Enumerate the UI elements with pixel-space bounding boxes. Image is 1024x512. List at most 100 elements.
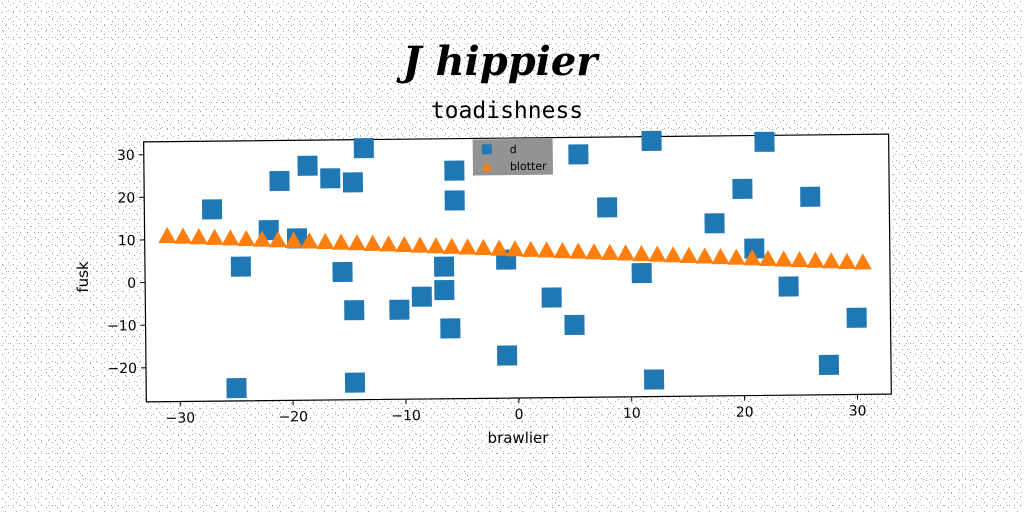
legend-label-d: d: [510, 143, 517, 156]
point-blotter: [664, 246, 683, 263]
point-d: [568, 144, 589, 165]
point-d: [353, 138, 374, 159]
point-d: [389, 299, 410, 320]
point-blotter: [411, 236, 430, 253]
point-blotter: [711, 247, 730, 265]
x-tick-label: −30: [166, 410, 196, 426]
point-d: [297, 155, 318, 176]
point-blotter: [853, 253, 872, 270]
point-blotter: [790, 250, 809, 268]
point-d: [344, 372, 366, 393]
point-blotter: [332, 233, 351, 250]
point-blotter: [237, 229, 256, 247]
point-d: [230, 256, 252, 277]
point-blotter: [774, 250, 793, 267]
chart-marks: [158, 130, 872, 399]
point-d: [434, 279, 455, 301]
x-tick-label: −10: [391, 408, 421, 424]
point-d: [704, 213, 725, 234]
point-d: [597, 197, 618, 218]
point-d: [846, 307, 867, 328]
chart-title: toadishness: [431, 98, 583, 124]
x-tick-label: −20: [278, 409, 308, 425]
point-d: [754, 131, 775, 152]
y-tick-label: 0: [127, 276, 136, 292]
point-d: [818, 354, 840, 376]
y-axis-label: fusk: [74, 261, 92, 293]
point-d: [778, 276, 799, 297]
point-blotter: [490, 239, 509, 256]
point-d: [201, 199, 223, 220]
point-d: [269, 170, 290, 192]
point-blotter: [600, 243, 619, 260]
point-d: [226, 378, 247, 399]
y-tick-label: −20: [107, 361, 137, 377]
point-blotter: [838, 252, 857, 270]
point-blotter: [284, 231, 303, 248]
point-d: [732, 178, 753, 200]
point-blotter: [458, 238, 477, 255]
x-tick-label: 0: [514, 407, 523, 423]
point-blotter: [379, 235, 398, 252]
y-tick-label: 10: [118, 233, 136, 249]
legend-label-blotter: blotter: [510, 160, 547, 173]
point-d: [440, 318, 461, 339]
point-d: [332, 261, 353, 283]
point-blotter: [537, 241, 556, 258]
point-blotter: [680, 246, 699, 264]
x-axis-label: brawlier: [488, 429, 550, 447]
point-blotter: [347, 234, 366, 251]
point-blotter: [221, 229, 240, 246]
point-d: [631, 262, 652, 284]
legend-box: [472, 138, 554, 176]
point-d: [444, 190, 465, 211]
point-blotter: [474, 238, 493, 256]
point-blotter: [727, 248, 746, 265]
legend-swatch-d: [481, 144, 492, 155]
point-blotter: [632, 244, 651, 262]
point-blotter: [442, 237, 461, 254]
legend-swatch-blotter: [481, 161, 492, 172]
y-tick-label: −10: [107, 318, 137, 334]
point-blotter: [806, 251, 825, 268]
signature-text: J hippier: [396, 38, 601, 85]
point-blotter: [695, 247, 714, 264]
x-tick-label: 10: [623, 406, 641, 422]
point-d: [344, 300, 365, 321]
point-d: [641, 130, 662, 151]
point-d: [497, 345, 518, 366]
legend: d blotter: [472, 138, 554, 176]
point-blotter: [395, 235, 414, 253]
point-d: [433, 256, 455, 277]
point-blotter: [506, 240, 525, 257]
point-d: [800, 186, 821, 207]
point-blotter: [300, 232, 319, 249]
plot-group: −30 −20 −10 0 10 20 30 −20 −10 0 10 20 30 d blotter: [107, 130, 892, 427]
point-blotter: [553, 241, 572, 259]
point-d: [444, 160, 465, 181]
point-blotter: [822, 252, 841, 269]
point-blotter: [585, 243, 604, 260]
point-d: [644, 369, 665, 390]
point-blotter: [189, 228, 208, 245]
point-blotter: [427, 237, 446, 254]
x-tick-label: 20: [736, 405, 754, 421]
point-blotter: [158, 226, 177, 244]
axis-ticks: −30 −20 −10 0 10 20 30 −20 −10 0 10 20 30: [107, 148, 867, 427]
point-d: [342, 172, 364, 193]
point-blotter: [174, 227, 193, 244]
point-blotter: [743, 249, 762, 266]
point-blotter: [363, 234, 382, 251]
point-d: [564, 314, 585, 336]
point-blotter: [521, 240, 540, 257]
point-d: [320, 168, 341, 189]
point-blotter: [616, 244, 635, 261]
point-d: [411, 286, 432, 307]
point-d: [744, 238, 765, 259]
point-blotter: [316, 232, 335, 250]
point-blotter: [268, 231, 287, 248]
y-tick-label: 30: [117, 148, 135, 164]
point-blotter: [205, 228, 224, 245]
point-blotter: [569, 242, 588, 259]
